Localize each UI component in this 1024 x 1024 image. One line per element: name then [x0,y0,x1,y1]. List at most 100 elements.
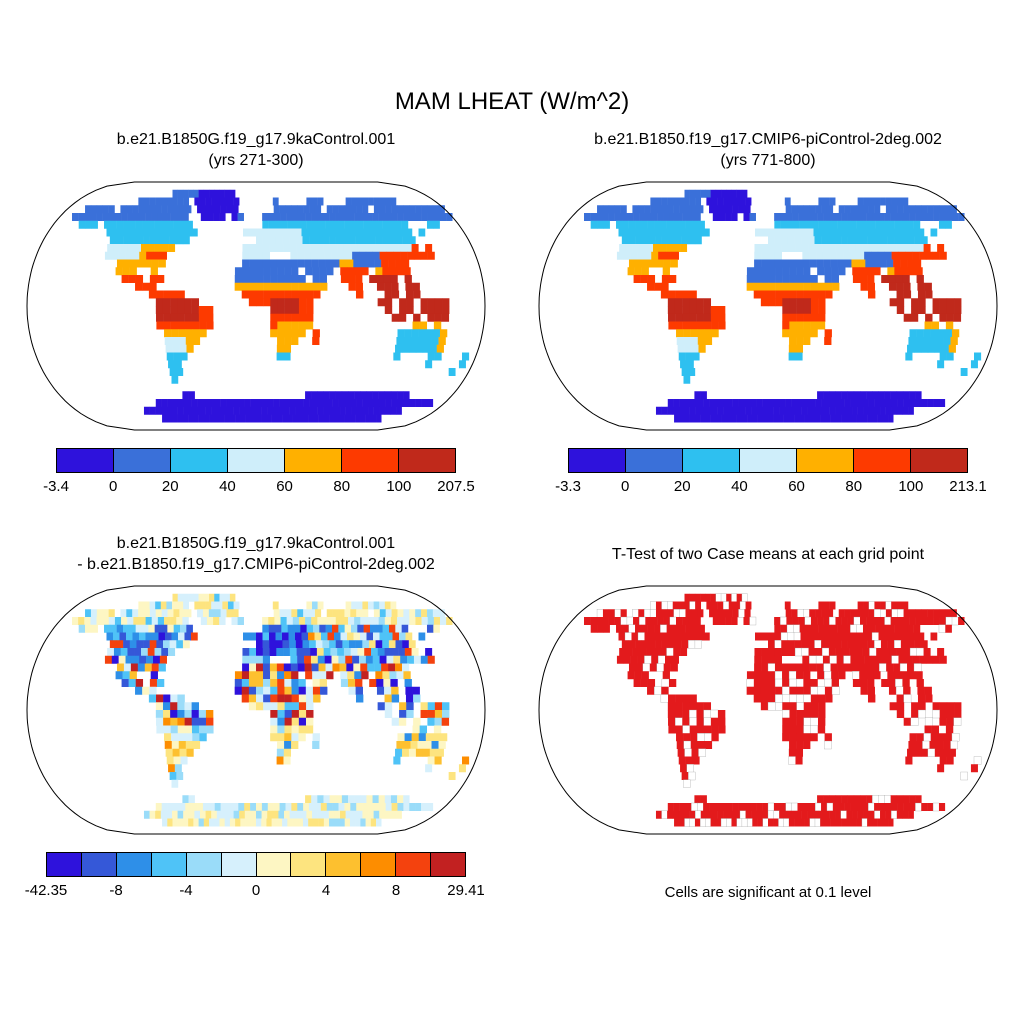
map-grid-cell [384,601,391,610]
map-grid-cell [829,795,836,804]
map-grid-cell [250,414,257,423]
map-grid-cell [667,609,674,618]
map-grid-cell [650,228,658,237]
map-grid-cell [896,617,904,625]
map-grid-cell [683,228,691,237]
colorbar-segment [80,853,116,876]
map-grid-cell [391,609,398,618]
map-grid-cell [344,220,352,229]
map-grid-cell [302,818,309,827]
map-grid-cell [194,601,201,610]
map-grid-cell [794,640,802,649]
map-grid-cell [698,624,705,633]
map-grid-cell [674,414,680,423]
map-grid-cell [810,275,818,283]
map-grid-cell [754,244,762,252]
map-grid-cell [679,609,686,618]
map-grid-cell [830,663,838,672]
map-grid-cell [608,609,615,618]
map-grid-cell [248,686,257,695]
map-grid-cell [791,205,798,214]
map-grid-cell [427,213,435,221]
map-grid-cell [824,197,830,206]
map-grid-cell [164,741,172,749]
map-grid-cell [717,406,724,415]
map-grid-cell [757,414,764,423]
map-grid-cell [703,702,712,711]
map-grid-cell [743,213,750,221]
map-grid-cell [373,803,381,811]
map-grid-cell [860,617,867,625]
map-grid-cell [291,671,299,680]
map-grid-cell [902,391,910,400]
map-grid-cell [773,406,780,415]
map-grid-cell [329,414,335,423]
map-grid-cell [284,282,292,291]
map-grid-cell [338,655,346,664]
map-grid-cell [150,267,158,276]
map-grid-cell [694,593,701,602]
map-grid-cell [791,609,798,618]
map-grid-cell [835,818,842,827]
map-grid-cell [703,298,712,307]
map-grid-cell [206,321,214,330]
map-grid-cell [954,306,962,314]
map-grid-cell [784,601,791,610]
map-grid-cell [427,756,435,765]
map-grid-cell [159,655,167,664]
map-grid-cell [233,601,240,610]
map-grid-cell [277,694,285,703]
map-grid-cell [780,632,788,641]
map-grid-cell [309,803,316,811]
map-grid-cell [372,213,379,221]
map-grid-cell [862,624,870,633]
map-grid-cell [329,640,336,649]
map-grid-cell [166,601,173,610]
map-grid-cell [755,632,762,641]
map-grid-cell [860,795,867,804]
map-grid-cell [774,655,782,664]
map-grid-cell [413,717,421,726]
map-grid-cell [422,344,431,353]
map-grid-cell [151,228,159,237]
map-grid-cell [270,702,278,711]
map-grid-cell [359,251,367,260]
map-grid-cell [852,228,860,237]
map-grid-cell [800,228,808,237]
map-grid-cell [878,795,885,804]
map-grid-cell [270,298,278,307]
map-grid-cell [902,197,909,206]
map-grid-cell [401,663,410,672]
map-grid-cell [263,282,271,291]
map-grid-cell [113,648,121,656]
map-grid-cell [347,679,356,687]
map-grid-cell [262,220,269,229]
map-grid-cell [660,220,667,229]
map-grid-cell [897,609,904,618]
map-grid-cell [214,803,221,811]
map-grid-cell [322,236,330,245]
colorbar-tick-label: 0 [620,478,630,495]
map-grid-cell [710,306,719,314]
map-grid-cell [754,259,762,268]
map-grid-cell [331,251,339,260]
map-grid-cell [340,228,348,237]
map-grid-cell [256,290,264,299]
map-grid-cell [829,655,838,664]
map-grid-cell [825,414,831,423]
colorbar-segment [739,449,796,472]
map-grid-cell [226,609,233,618]
map-grid-cell [177,406,184,415]
map-grid-cell [860,282,868,291]
map-grid-cell [166,810,173,819]
map-grid-cell [234,671,243,680]
map-grid-cell [850,655,858,664]
map-grid-cell [775,290,783,299]
map-grid-cell [184,298,192,307]
map-grid-cell [390,601,397,610]
map-grid-cell [242,244,250,252]
map-grid-cell [348,795,355,804]
map-grid-cell [679,803,686,811]
map-grid-cell [155,298,164,307]
map-grid-cell [688,617,695,625]
